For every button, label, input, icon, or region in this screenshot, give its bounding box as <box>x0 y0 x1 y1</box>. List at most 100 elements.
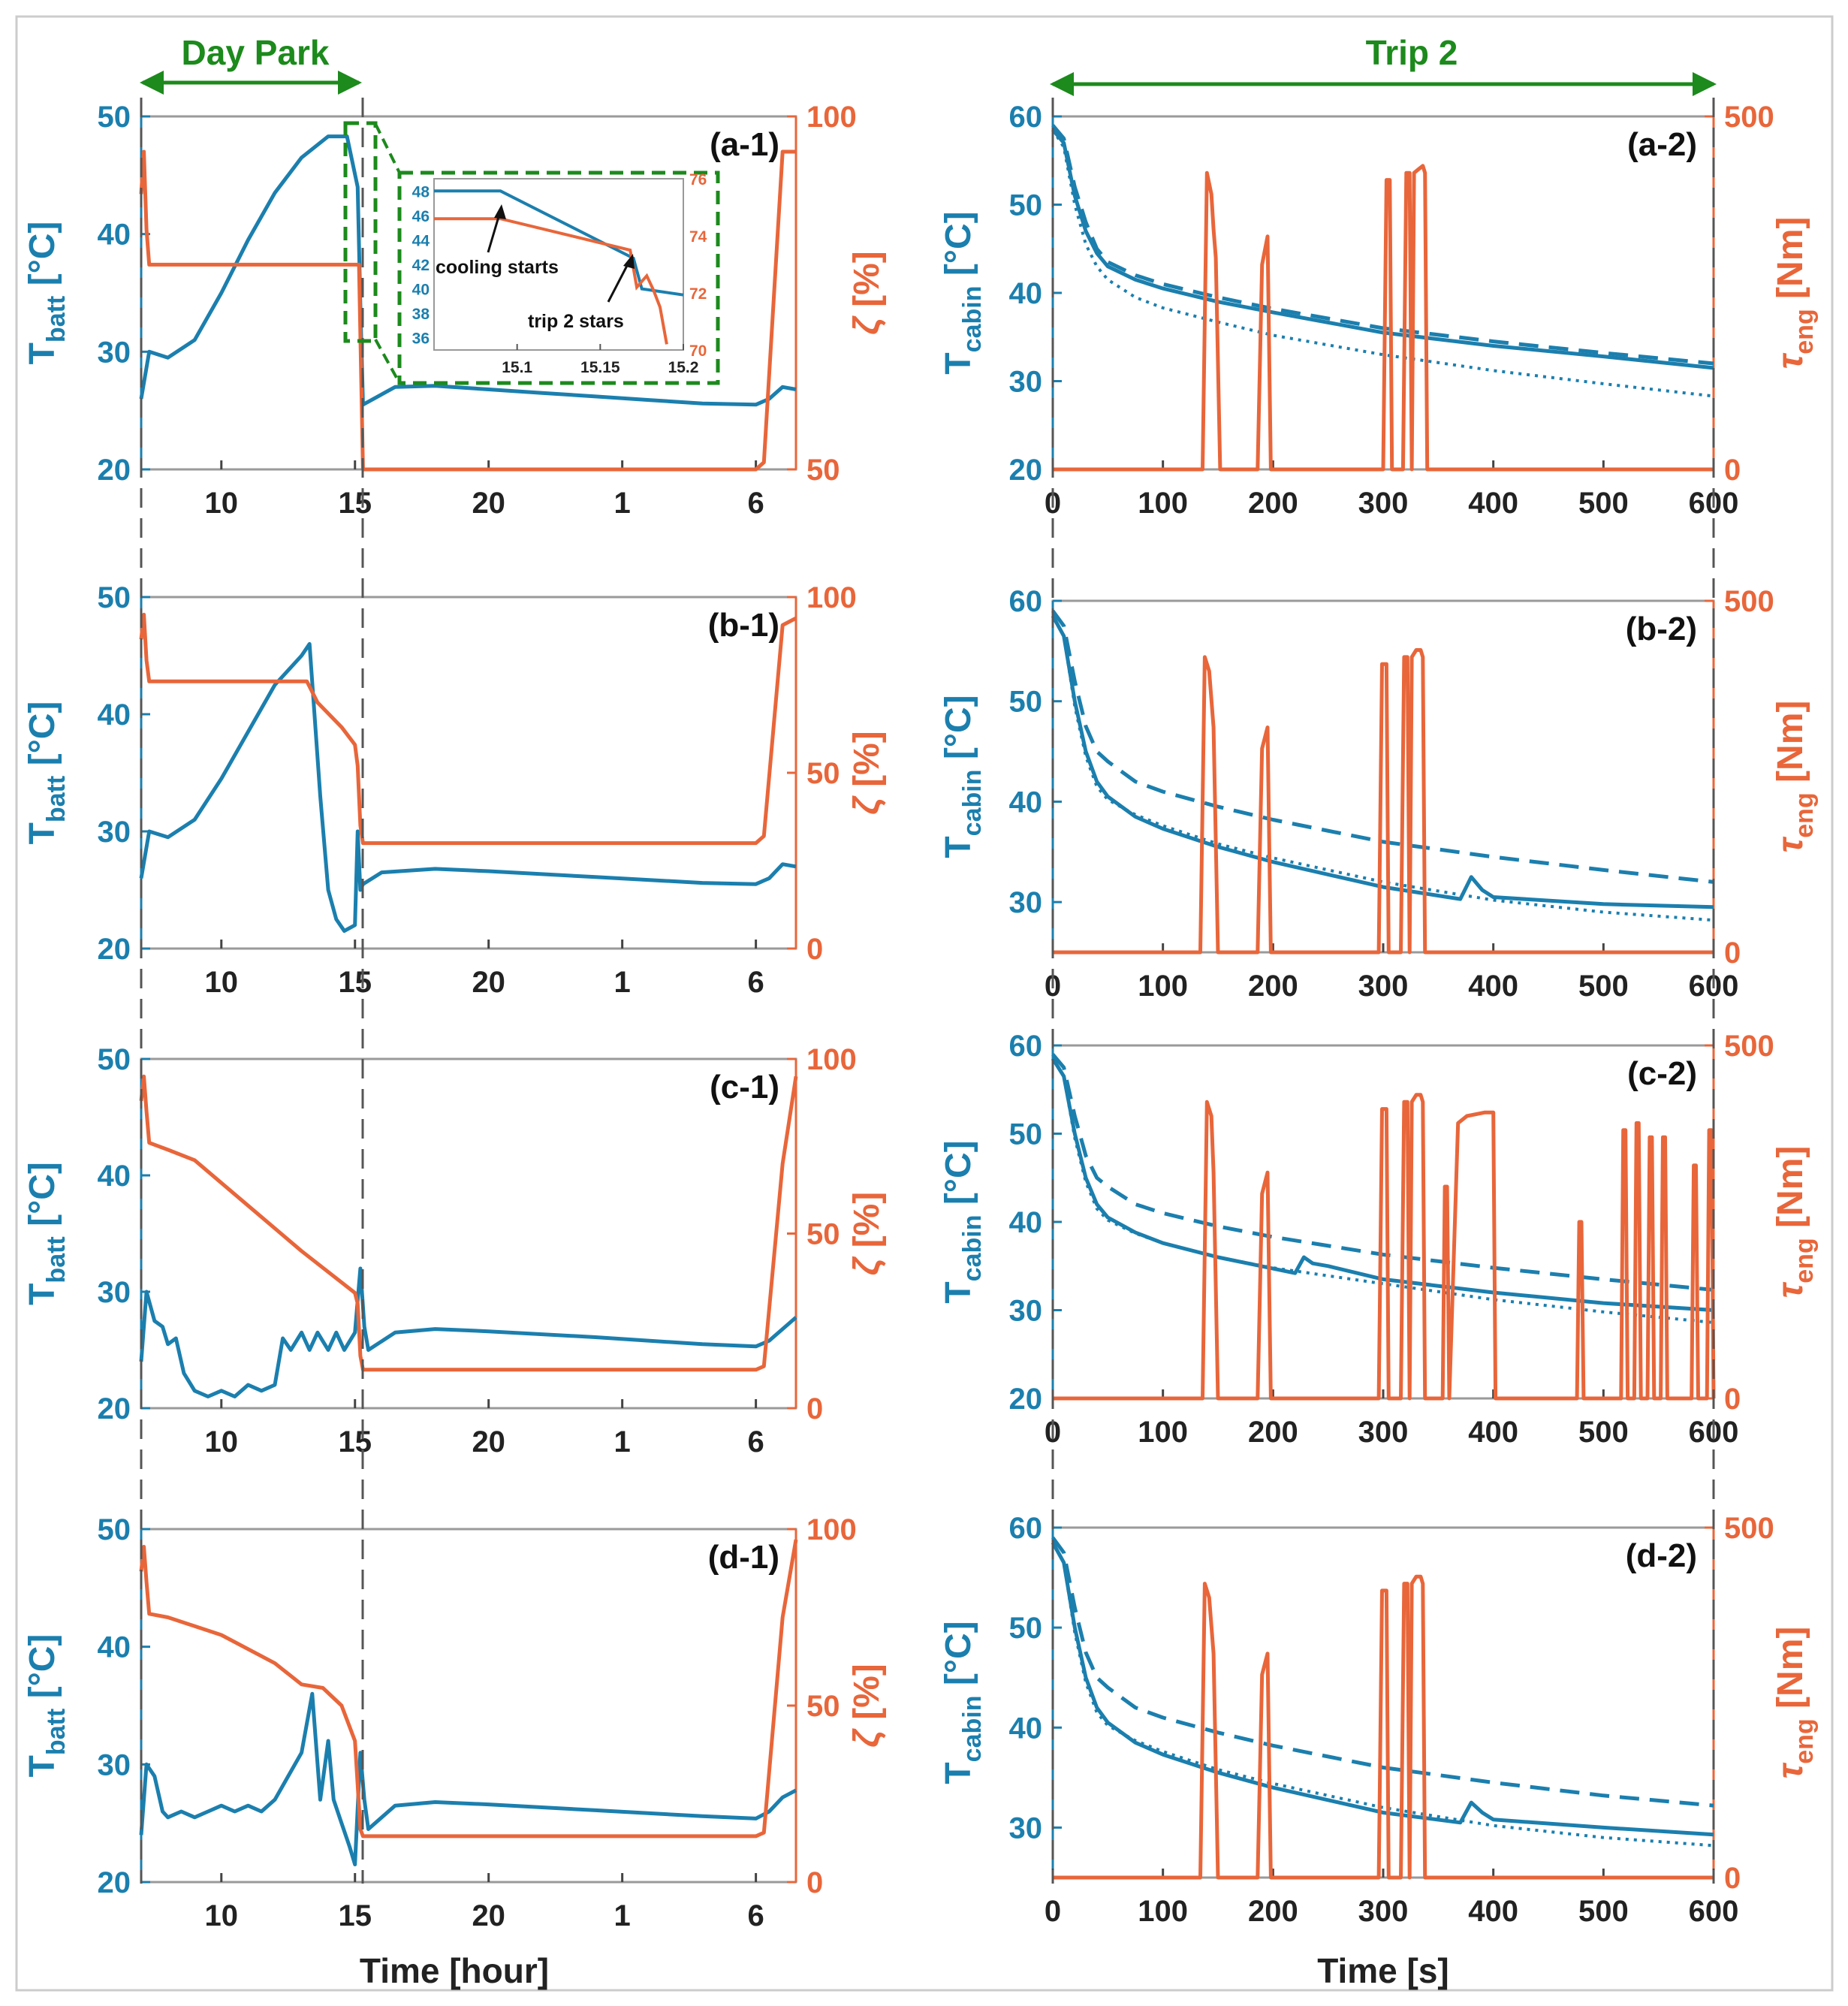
day-park-arrowhead-left <box>140 71 164 95</box>
x-tick-label: 6 <box>747 966 764 999</box>
x-tick-label: 20 <box>472 966 505 999</box>
trip-annotation: trip 2 stars <box>528 254 635 332</box>
y2-tick-label: 0 <box>1724 1862 1741 1895</box>
inset-y2-tick-label: 70 <box>689 342 707 360</box>
y2-tick-label: 50 <box>806 454 840 487</box>
x-tick-label: 100 <box>1138 487 1188 520</box>
x-tick-label: 300 <box>1358 487 1409 520</box>
panel-c1: 20 30 40 50 0 50 100 10 15 20 1 6 (c-1) Tbatt [°C] ζ [… <box>23 1043 887 1458</box>
y-tick-label: 50 <box>98 1513 131 1546</box>
y-tick-label: 30 <box>1009 886 1043 919</box>
zoom-connector-bottom <box>374 339 401 384</box>
y-tick-label: 50 <box>98 581 131 614</box>
y-tick-label: 50 <box>1009 189 1043 222</box>
y2-axis-title: τeng [Nm] <box>1771 217 1819 370</box>
series-line-- <box>139 1539 798 1839</box>
inset-y-tick-label: 36 <box>412 330 430 348</box>
y-tick-label: 50 <box>1009 1612 1043 1645</box>
x-tick-label: 15 <box>338 1899 372 1932</box>
y-axis-title: Tbatt [°C] <box>23 1162 71 1305</box>
series-line--eng <box>1053 1093 1716 1401</box>
y2-tick-label: 50 <box>806 1690 840 1723</box>
panel-b2: 3040506005000100200300400500600(b-2)Tcab… <box>939 585 1819 1003</box>
series-line-t-cabin-solid- <box>1051 128 1714 370</box>
x-tick-label: 400 <box>1468 1416 1518 1449</box>
inset-x-tick-label: 15.2 <box>668 359 699 376</box>
x-tick-label: 400 <box>1468 970 1518 1003</box>
y2-axis-title: ζ [%] <box>847 1664 887 1748</box>
y-tick-label: 40 <box>1009 277 1043 310</box>
inset-plot: 48 46 44 42 40 38 36 76 74 72 70 15.1 15.15 15.2 <box>412 171 707 376</box>
x-tick-label: 6 <box>747 487 764 520</box>
series-line-t-batt <box>139 641 797 934</box>
y-axis-title: Tcabin [°C] <box>939 1140 987 1303</box>
y-tick-label: 40 <box>98 1631 131 1664</box>
x-tick-label: 500 <box>1578 487 1629 520</box>
panel-label: (d-1) <box>708 1539 779 1576</box>
y2-tick-label: 500 <box>1724 1030 1774 1063</box>
x-tick-label: 20 <box>472 487 505 520</box>
x-tick-label: 20 <box>472 1899 505 1932</box>
series-line-t-cabin-dashed- <box>1051 1053 1714 1292</box>
panel-label: (b-1) <box>708 607 779 644</box>
y-tick-label: 60 <box>1009 101 1043 134</box>
inset-series-t-batt <box>434 189 684 297</box>
y-tick-label: 30 <box>1009 366 1043 399</box>
y-tick-label: 50 <box>98 1043 131 1076</box>
x-tick-label: 100 <box>1138 1416 1188 1449</box>
y2-axis-title: τeng [Nm] <box>1771 1146 1819 1299</box>
y-tick-label: 30 <box>1009 1295 1043 1328</box>
y-axis-title: Tcabin [°C] <box>939 695 987 858</box>
y-tick-label: 50 <box>1009 686 1043 719</box>
series-line-t-cabin-solid- <box>1051 614 1714 909</box>
header-day-park: Day Park <box>140 33 362 95</box>
y-tick-label: 40 <box>98 1160 131 1193</box>
y-tick-label: 30 <box>98 1748 131 1781</box>
x-tick-label: 1 <box>614 1425 631 1458</box>
guide-lines <box>140 98 1715 1884</box>
x-tick-label: 400 <box>1468 1895 1518 1928</box>
y2-tick-label: 0 <box>806 1866 823 1899</box>
x-tick-label: 10 <box>205 1425 239 1458</box>
x-tick-label: 1 <box>614 1899 631 1932</box>
x-tick-label: 15 <box>338 966 372 999</box>
series-line--eng <box>1053 648 1714 955</box>
x-tick-label: 1 <box>614 966 631 999</box>
y-tick-label: 60 <box>1009 585 1043 618</box>
panel-label: (a-1) <box>710 126 779 163</box>
series-line-t-cabin-dashed- <box>1051 1536 1714 1808</box>
y2-tick-label: 50 <box>806 1218 840 1251</box>
panel-label: (c-1) <box>710 1069 779 1106</box>
panel-c2: 203040506005000100200300400500600(c-2)Tc… <box>939 1030 1819 1449</box>
series-line-- <box>139 1074 798 1372</box>
y2-tick-label: 0 <box>1724 937 1741 970</box>
y-axis-title: Tcabin [°C] <box>939 1621 987 1784</box>
y2-tick-label: 100 <box>806 1513 857 1546</box>
x-tick-label: 0 <box>1045 1895 1061 1928</box>
figure-border <box>15 15 1834 1992</box>
inset-x-tick-label: 15.15 <box>580 359 620 376</box>
y-axis-title: Tbatt [°C] <box>23 222 71 365</box>
inset: 48 46 44 42 40 38 36 76 74 72 70 15.1 15.15 15.2 cool… <box>343 121 720 385</box>
y-tick-label: 50 <box>98 101 131 134</box>
x-tick-label: 600 <box>1689 1895 1739 1928</box>
y2-tick-label: 50 <box>806 757 840 790</box>
x-tick-label: 20 <box>472 1425 505 1458</box>
trip-2-arrowhead-right <box>1693 72 1717 96</box>
y2-tick-label: 100 <box>806 1043 857 1076</box>
series-line-t-cabin-dotted- <box>1051 615 1714 922</box>
y-tick-label: 40 <box>98 698 131 732</box>
y2-tick-label: 500 <box>1724 585 1774 618</box>
inset-x-tick-label: 15.1 <box>502 359 532 376</box>
panel-label: (b-2) <box>1626 611 1697 647</box>
y2-tick-label: 0 <box>806 1392 823 1425</box>
series-line-t-cabin-solid- <box>1051 1541 1714 1837</box>
day-park-label: Day Park <box>182 33 330 72</box>
inset-y-tick-label: 40 <box>412 282 430 299</box>
inset-y-tick-label: 46 <box>412 208 430 225</box>
panel-label: (d-2) <box>1626 1537 1697 1574</box>
x-tick-label: 200 <box>1248 1416 1298 1449</box>
series-line-t-cabin-dotted- <box>1051 1057 1714 1324</box>
